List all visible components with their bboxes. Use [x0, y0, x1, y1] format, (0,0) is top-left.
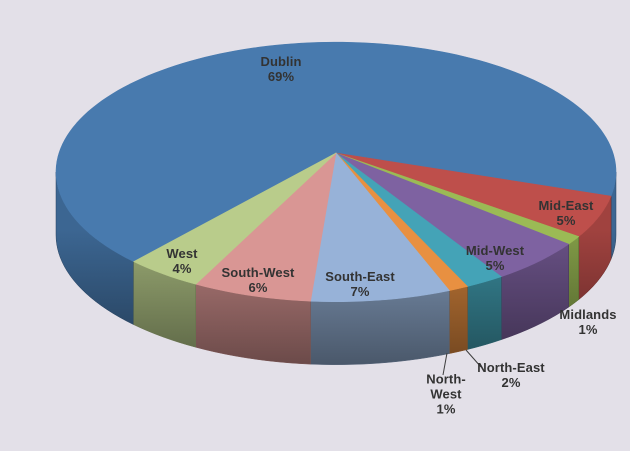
- pie-slice-south-west[interactable]: [195, 152, 337, 302]
- pie-slice-mid-east[interactable]: [335, 152, 612, 237]
- leader-line-north-west: [442, 352, 448, 376]
- pie-slice-north-east-side: [467, 276, 502, 350]
- pie-slice-west[interactable]: [133, 152, 337, 285]
- leader-line-north-east: [465, 349, 482, 368]
- pie-slice-south-east[interactable]: [310, 152, 450, 302]
- pie-slice-mid-west[interactable]: [335, 152, 569, 277]
- pie-slice-dublin[interactable]: [55, 41, 617, 262]
- pie-slice-midlands-side: [568, 236, 580, 308]
- pie-slice-north-west-side: [449, 286, 468, 354]
